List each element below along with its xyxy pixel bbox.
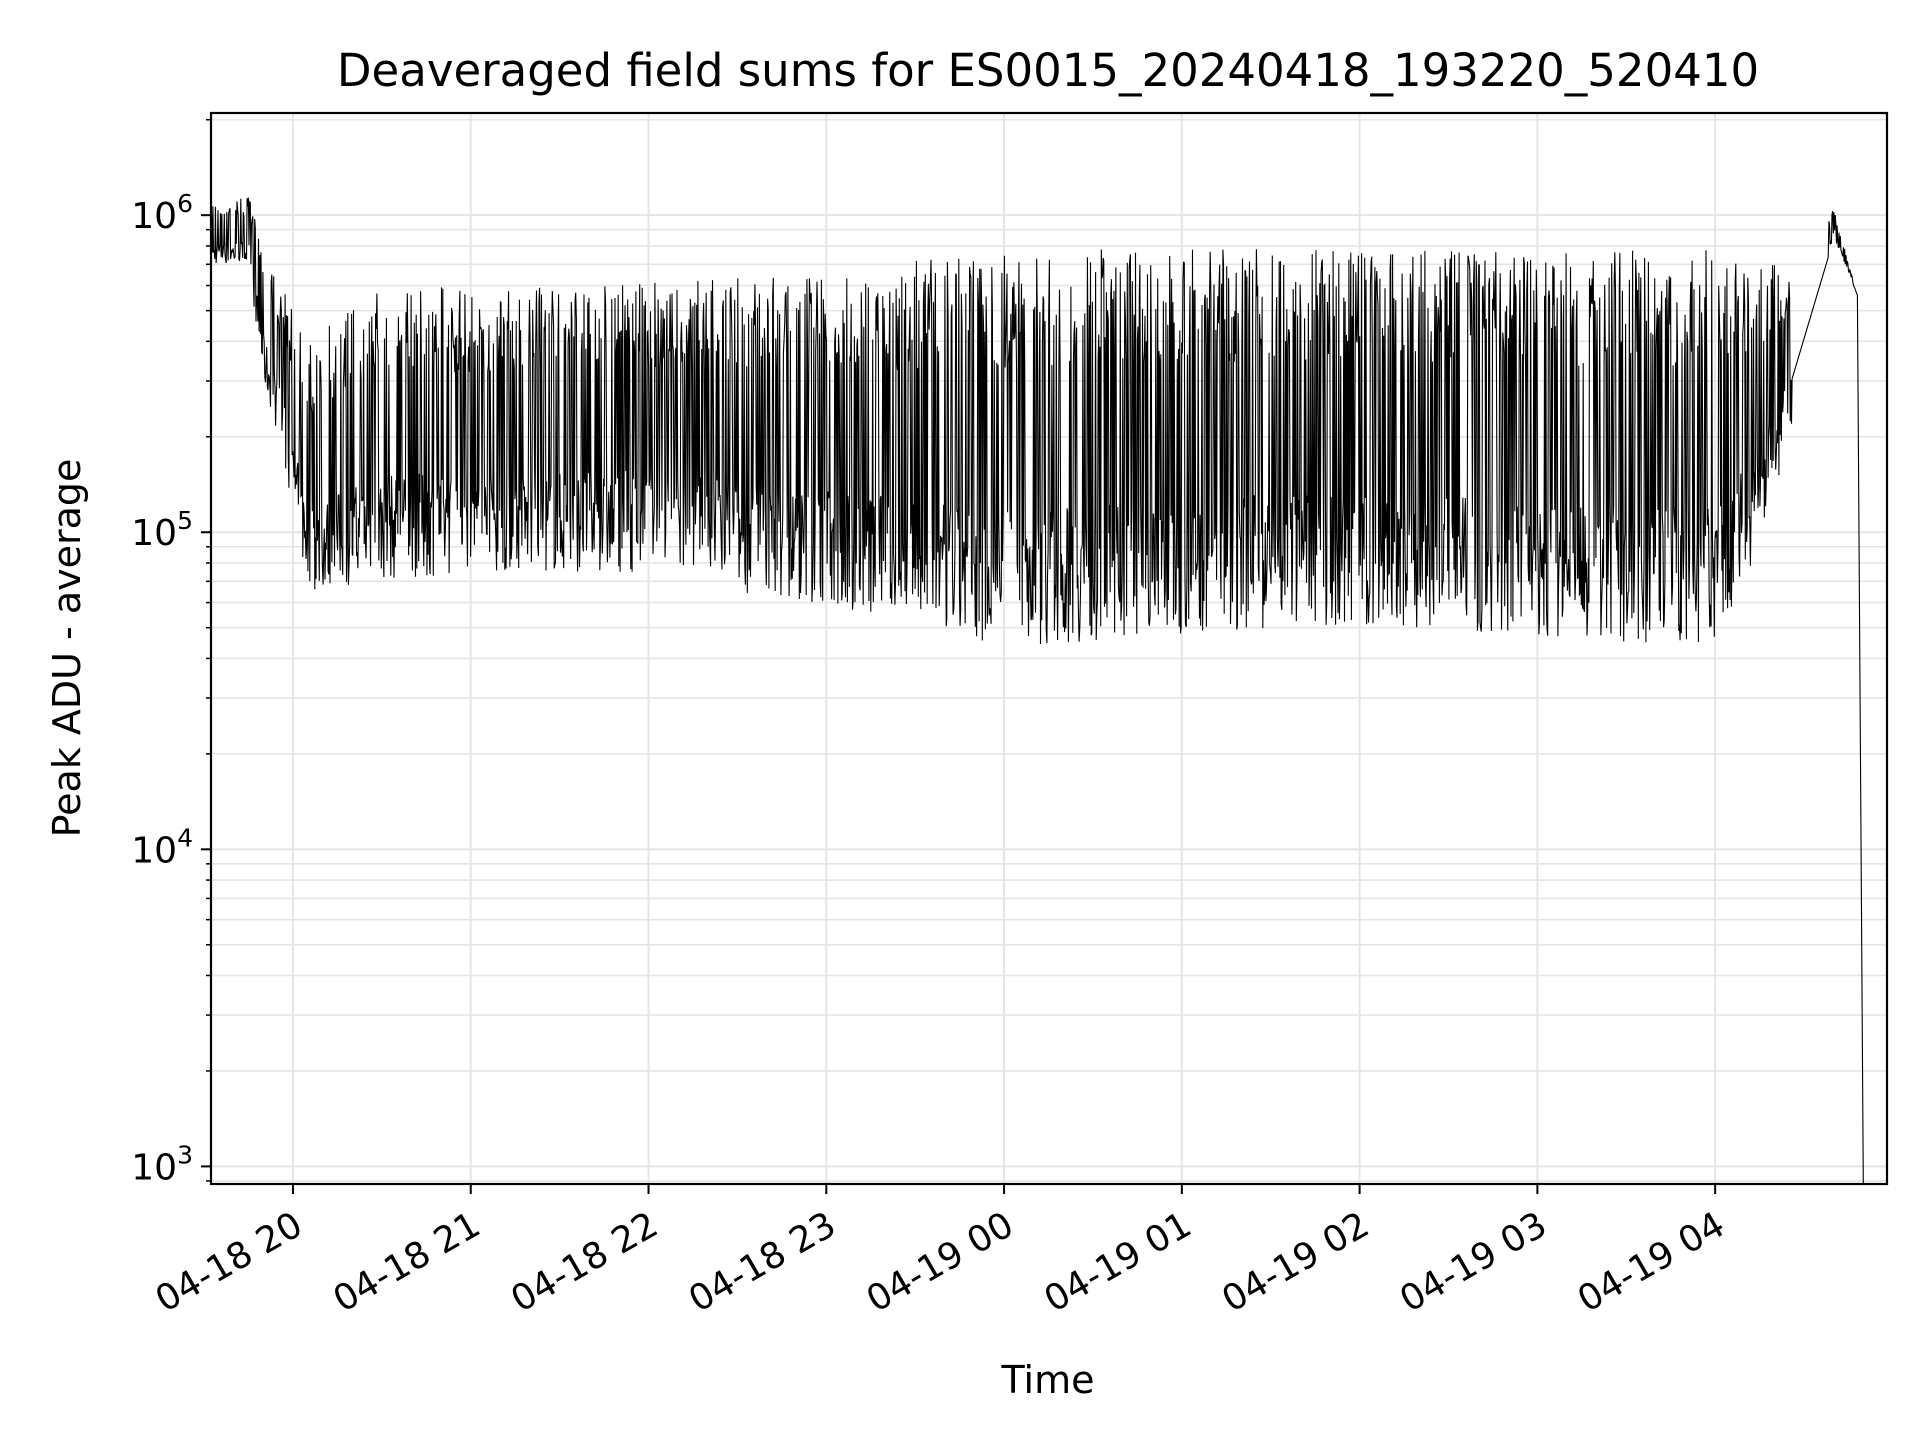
series-line bbox=[210, 197, 1864, 1185]
x-axis-label: Time bbox=[1001, 1358, 1095, 1402]
y-tick-label: 106 bbox=[131, 189, 193, 237]
y-axis-label: Peak ADU - average bbox=[45, 459, 89, 838]
y-tick-label: 104 bbox=[131, 823, 193, 871]
y-tick-label: 105 bbox=[131, 506, 193, 554]
chart-title: Deaveraged field sums for ES0015_2024041… bbox=[337, 44, 1759, 97]
data-series bbox=[210, 197, 1864, 1185]
plot-frame bbox=[209, 111, 1889, 1186]
y-tick-label: 103 bbox=[131, 1140, 193, 1188]
